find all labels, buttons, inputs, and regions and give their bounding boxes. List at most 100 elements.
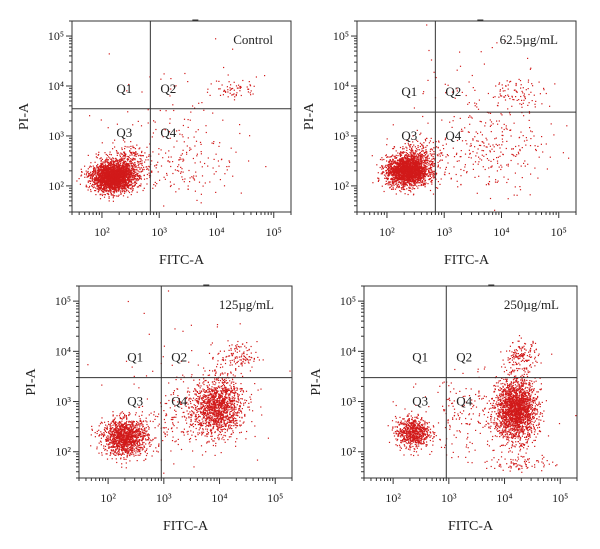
data-point [147,168,149,170]
data-point [235,85,238,87]
data-point [134,175,136,177]
data-point [162,157,164,159]
data-point [129,150,131,152]
data-point [111,161,113,163]
data-point [395,193,397,195]
data-point [129,187,131,189]
data-point [130,182,132,184]
data-point [388,161,390,163]
data-point [113,173,115,175]
data-point [123,174,125,177]
data-point [111,178,113,180]
data-point [115,187,117,189]
data-point [234,96,236,98]
data-point [388,168,390,170]
data-point [124,155,126,157]
data-point [130,151,133,154]
data-point [100,179,102,181]
data-point [105,183,107,185]
data-point [113,163,115,165]
data-point [116,168,118,170]
data-point [112,194,114,196]
data-point [119,165,121,167]
data-point [130,148,132,150]
data-point [107,193,109,195]
data-point [108,161,110,163]
data-point [98,173,100,176]
data-point [402,151,404,153]
data-point [124,148,126,150]
data-point [96,183,98,185]
data-point [139,168,141,171]
data-point [213,158,215,160]
data-point [109,190,111,192]
data-point [109,181,112,183]
data-point [123,167,125,169]
data-point [115,177,117,179]
data-point [148,172,150,174]
data-point [118,171,120,173]
data-point [104,152,106,154]
data-point [102,177,105,179]
data-point [97,179,99,181]
data-point [115,159,118,161]
data-point [92,173,94,175]
data-point [407,193,409,196]
data-point [108,162,110,164]
data-point [136,174,139,176]
data-point [422,178,425,180]
data-point [88,180,91,182]
data-point [97,185,99,187]
data-point [108,179,111,182]
data-point [112,184,114,186]
data-point [173,146,175,148]
data-point [95,190,97,192]
data-point [429,189,432,192]
data-point [159,109,161,112]
data-point [92,178,94,180]
data-point [223,66,225,69]
data-point [90,171,92,173]
data-point [109,153,111,155]
data-point [398,186,400,189]
data-point [126,175,128,177]
data-point [138,163,140,166]
data-point [413,182,415,185]
data-point [97,163,99,166]
data-point [97,178,99,180]
data-point [393,162,395,165]
data-point [189,177,191,179]
data-point [410,155,412,157]
data-point [405,183,407,185]
data-point [194,190,196,192]
data-point [215,80,218,82]
data-point [418,182,421,184]
data-point [107,180,109,182]
data-point [385,166,387,169]
data-point [84,165,86,167]
data-point [117,185,119,187]
data-point [129,170,132,172]
data-point [163,205,165,207]
data-point [97,187,99,189]
data-point [118,164,120,167]
data-point [148,174,150,176]
data-point [136,167,138,169]
data-point [148,154,150,156]
data-point [128,175,130,177]
data-point [102,183,104,185]
data-point [131,162,133,165]
data-point [125,181,128,183]
data-point [141,163,143,165]
data-point [136,180,138,182]
data-point [129,179,131,181]
data-point [125,182,127,185]
data-point [224,90,226,92]
data-point [136,160,139,162]
data-point [113,165,115,167]
data-point [97,169,99,171]
data-point [112,173,114,176]
data-point [107,169,109,171]
data-point [113,162,115,164]
data-point [118,176,120,179]
